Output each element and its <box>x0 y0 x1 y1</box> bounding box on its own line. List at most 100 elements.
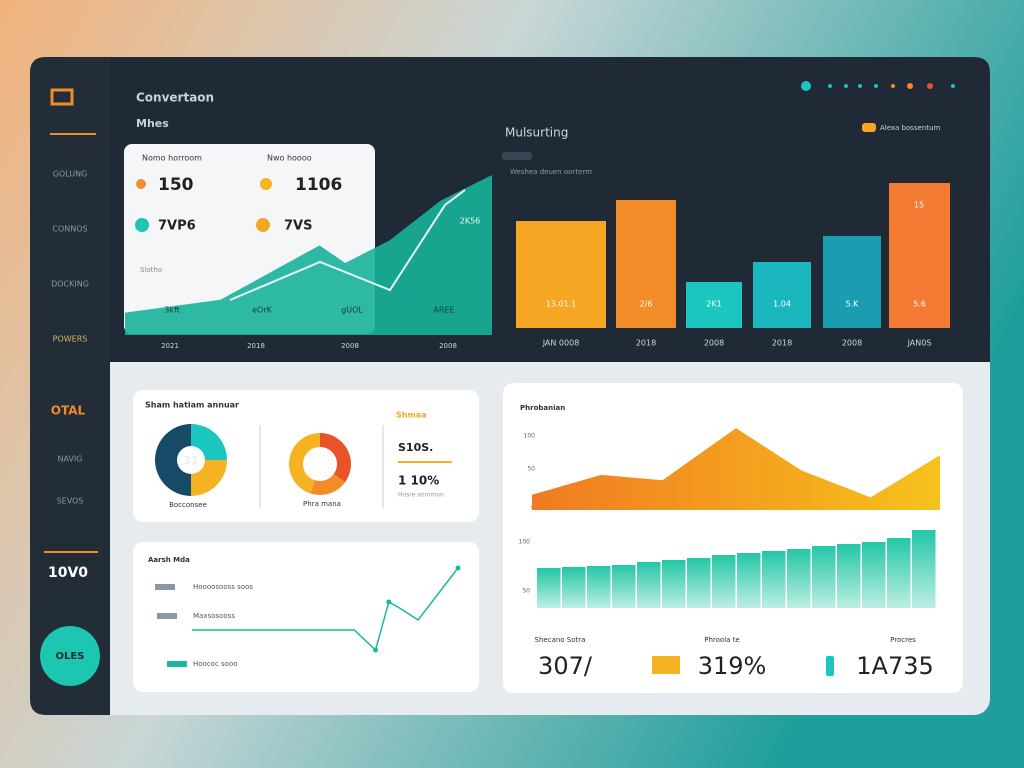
line-point <box>386 599 392 605</box>
x-tick-label: 2021 <box>161 342 179 350</box>
toggle[interactable] <box>502 152 532 160</box>
area-label: AREE <box>433 306 454 315</box>
side-pct: 1 10% <box>398 474 439 488</box>
bar-note: 2/6 <box>640 300 653 309</box>
y-tick-label: 100 <box>519 539 531 546</box>
x-tick-label: 2008 <box>341 342 359 350</box>
card-label: Nwo hoooo <box>267 154 312 163</box>
bar-note: 2K1 <box>706 300 721 309</box>
stat-icon <box>136 179 146 189</box>
bar <box>537 568 561 608</box>
window-controls <box>801 81 955 91</box>
donut-caption: Bocconsee <box>169 501 207 509</box>
bar <box>812 546 836 608</box>
bar <box>787 549 811 608</box>
x-tick-label: 2018 <box>772 339 792 348</box>
bar <box>823 236 881 328</box>
bar <box>912 530 936 608</box>
bar <box>762 551 786 608</box>
x-tick-label: JAN0S <box>907 339 932 348</box>
trend-card <box>503 383 963 693</box>
stat-value: 7VS <box>284 219 312 234</box>
side-value: S10S. <box>398 441 433 454</box>
header-title: Convertaon <box>136 91 214 105</box>
nav-item: CONNOS <box>52 225 87 234</box>
y-tick-label: 50 <box>522 588 530 595</box>
stat-value: 307/ <box>538 652 593 680</box>
stat-icon <box>260 178 272 190</box>
area <box>532 428 940 510</box>
stat-value: 7VP6 <box>158 219 196 234</box>
bar <box>516 221 606 328</box>
bar <box>612 565 636 608</box>
nav-item: SEVOS <box>57 497 84 506</box>
chart-title: Mulsurting <box>505 126 568 140</box>
y-tick-label: 50 <box>527 466 535 473</box>
area-label: 3kft <box>164 306 180 315</box>
row-label: Maxsosooss <box>193 612 235 620</box>
bar <box>862 542 886 608</box>
action-button[interactable] <box>40 626 100 686</box>
card-label: Nomo horroom <box>142 154 202 163</box>
stat-value: 150 <box>158 175 194 195</box>
sidebar <box>30 57 110 715</box>
line-point <box>373 647 379 653</box>
bar <box>637 562 661 608</box>
legend-swatch <box>862 123 876 132</box>
bar <box>587 566 611 608</box>
stat-icon <box>256 218 270 232</box>
legend-label: Alexa bossentum <box>880 124 941 132</box>
row-icon <box>167 661 187 667</box>
x-tick-label: 2018 <box>636 339 656 348</box>
stat-icon <box>135 218 149 232</box>
row-label: Hoooosooss soos <box>193 583 253 591</box>
area-label: gUOL <box>341 306 363 315</box>
card-title: Aarsh Mda <box>148 556 190 564</box>
card-title: Phrobanian <box>520 404 565 412</box>
card-title: Sham hatiam annuar <box>145 401 239 410</box>
row-label: Hoococ sooo <box>193 660 238 668</box>
donut-slice <box>310 473 346 495</box>
stat-value: 1A735 <box>856 652 934 680</box>
stat-value: 1106 <box>295 175 342 195</box>
stat-label: Phroola te <box>704 636 739 644</box>
donut-slice <box>191 460 227 496</box>
donut-slice <box>191 424 227 460</box>
bar <box>753 262 811 328</box>
donut-slice <box>155 424 191 496</box>
donut-slice <box>320 433 351 483</box>
donut-card <box>133 390 479 522</box>
bar <box>712 555 736 608</box>
donut-center: 31 <box>183 454 198 467</box>
nav-item-active: OTAL <box>51 404 86 418</box>
bar-note: 5.K <box>846 300 860 309</box>
side-title: Shmaa <box>396 411 427 420</box>
nav-item: POWERS <box>53 335 88 344</box>
area-label: eOrK <box>252 306 273 315</box>
button-label: OLES <box>56 651 85 662</box>
bar <box>686 282 742 328</box>
stat-icon <box>826 656 834 676</box>
bar <box>837 544 861 608</box>
bar <box>887 538 911 608</box>
bar-note: 15 <box>914 201 924 210</box>
nav-item: GOLUNG <box>53 170 88 179</box>
nav-item: NAVIG <box>58 455 83 464</box>
line-point <box>455 565 461 571</box>
bar <box>562 567 586 608</box>
row-icon <box>155 584 175 590</box>
bar <box>687 558 711 608</box>
donut-slice <box>289 433 320 494</box>
bar-note: 5.6 <box>913 300 926 309</box>
area <box>125 175 492 335</box>
bar-note: 1.04 <box>773 300 791 309</box>
stat-label: Procres <box>890 636 916 644</box>
chart-subtitle: Weshea deuen oorterm <box>510 168 592 176</box>
bar <box>662 560 686 608</box>
side-note: Hosre aommon <box>398 492 444 499</box>
x-tick-label: 2018 <box>247 342 265 350</box>
peak-label: 2K56 <box>460 217 481 226</box>
y-tick-label: 100 <box>524 433 536 440</box>
